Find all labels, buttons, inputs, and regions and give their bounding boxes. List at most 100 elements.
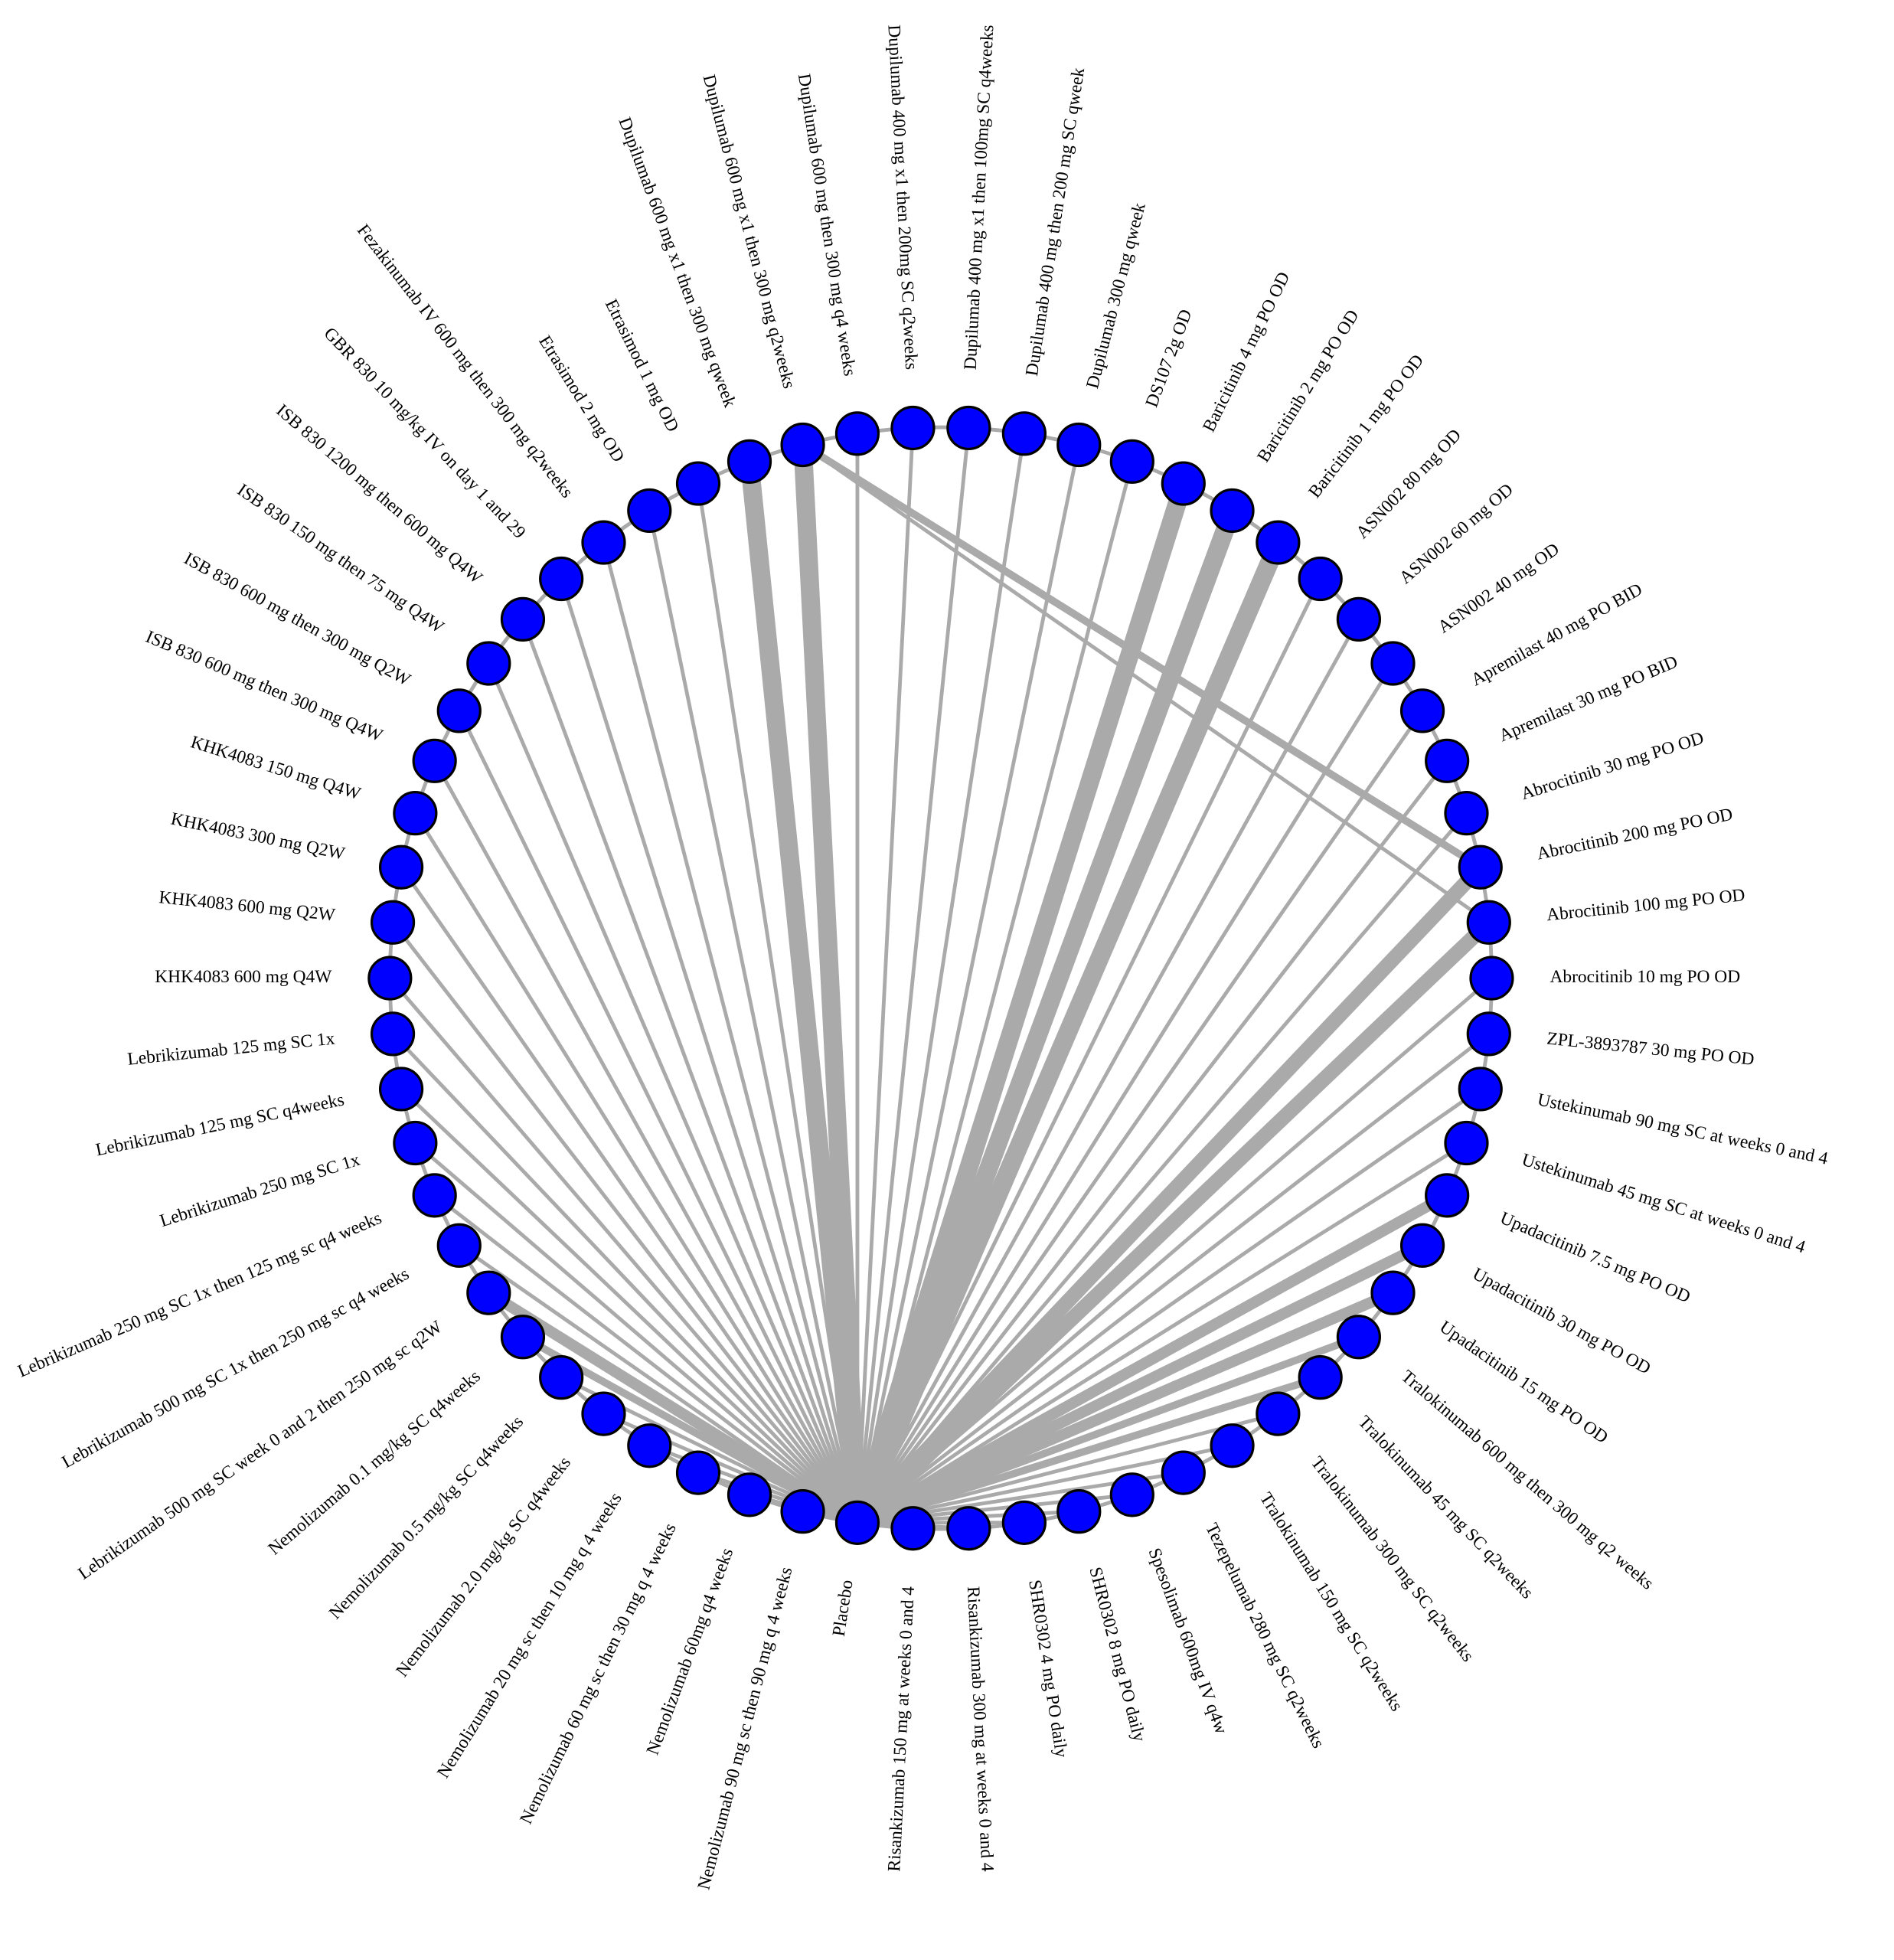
node [946, 1506, 991, 1551]
node [436, 1223, 482, 1268]
edge [855, 618, 1361, 1524]
edge [852, 916, 1494, 1528]
node-label: KHK4083 600 mg Q2W [158, 887, 336, 925]
edge [433, 1194, 859, 1524]
node-label: Lebrikizumab 250 mg SC 1x [158, 1150, 363, 1231]
node [627, 1423, 672, 1468]
node [1466, 1011, 1511, 1057]
edge [856, 1141, 1468, 1524]
node [1425, 1173, 1470, 1218]
edge [848, 538, 1287, 1527]
node [1425, 738, 1470, 783]
node [834, 411, 880, 456]
edge [856, 1374, 1322, 1527]
node [581, 1391, 626, 1436]
node-label: KHK4083 300 mg Q2W [169, 809, 347, 864]
node-label: ISB 830 1200 mg then 600 mg Q4W [273, 400, 487, 588]
edge [802, 443, 1491, 924]
node-label: Nemolizumab 60 mg sc then 30 mg q 4 week… [516, 1520, 681, 1827]
node-label: Tralokinumab 45 mg SC q2weeks [1354, 1412, 1537, 1602]
node [466, 641, 511, 686]
edge [851, 862, 1486, 1528]
node [1161, 1450, 1206, 1495]
node-label: Nemolizumab 0.1 mg/kg SC q4weeks [265, 1367, 485, 1560]
node [1336, 596, 1381, 642]
edge [856, 1087, 1482, 1524]
node-label: Dupilumab 400 mg x1 then 100mg SC q4week… [961, 24, 998, 371]
edge [391, 1032, 859, 1524]
node-label: Nemolizumab 60mg q4 weeks [643, 1546, 738, 1758]
node-label: Tralokinumab 300 mg SC q2weeks [1307, 1453, 1478, 1666]
edge [855, 427, 971, 1524]
node [1256, 520, 1301, 565]
node [834, 1500, 880, 1545]
node-label: ISB 830 150 mg then 75 mg Q4W [233, 480, 448, 638]
node [1001, 411, 1047, 456]
node [466, 1270, 511, 1315]
node [1109, 439, 1154, 484]
edge [855, 433, 1027, 1524]
node [378, 844, 424, 890]
edge [391, 921, 859, 1524]
node [1256, 1391, 1301, 1436]
edge [856, 1333, 1360, 1527]
node [436, 688, 482, 733]
edge [856, 760, 1449, 1524]
edge [457, 710, 860, 1524]
node-label: Dupilumab 400 mg x1 then 200mg SC q2week… [883, 24, 921, 371]
node-label: ASN002 40 mg OD [1435, 539, 1563, 637]
edge [388, 976, 859, 1524]
edges [388, 427, 1494, 1530]
node-label: Tralokinumab 600 mg then 300 mg q2 weeks [1397, 1367, 1657, 1594]
node [539, 1355, 584, 1400]
node [393, 1120, 438, 1166]
node [581, 520, 626, 565]
node-label: GBR 830 10 mg/kg IV on day 1 and 29 [320, 324, 530, 543]
edge [855, 709, 1425, 1524]
node [1370, 1270, 1416, 1315]
edge [855, 427, 915, 1523]
node-label: Ustekinumab 90 mg SC at weeks 0 and 4 [1536, 1089, 1830, 1168]
node-label: KHK4083 150 mg Q4W [188, 732, 364, 804]
node [393, 791, 438, 836]
node-label: Abrocitinib 10 mg PO OD [1549, 967, 1740, 987]
edge [855, 1287, 1396, 1528]
node-label: Abrocitinib 200 mg PO OD [1535, 805, 1734, 864]
edge [856, 976, 1494, 1524]
node [727, 439, 772, 484]
edge [647, 510, 860, 1524]
node-label: Spesolimab 600mg IV q4w [1145, 1546, 1232, 1737]
node-label: SHR0302 8 mg PO daily [1085, 1565, 1149, 1744]
edge [433, 760, 860, 1524]
node [370, 1011, 416, 1057]
node-label: Risankizumab 150 mg at weeks 0 and 4 [884, 1586, 919, 1872]
node [412, 738, 457, 783]
edge [413, 812, 860, 1524]
node-label: DS107 2g OD [1142, 307, 1197, 410]
node-label: Placebo [829, 1579, 857, 1638]
node [1399, 1223, 1445, 1268]
node [727, 1472, 772, 1517]
node-label: Lebrikizumab 250 mg SC 1x then 125 mg sc… [15, 1208, 384, 1382]
edge [458, 1243, 859, 1524]
node [780, 422, 825, 468]
edge [800, 441, 1483, 871]
node [1056, 422, 1102, 468]
node [500, 1315, 546, 1360]
node [627, 488, 672, 534]
node [539, 556, 584, 602]
labels: Dupilumab 400 mg x1 then 100mg SC q4week… [15, 24, 1830, 1892]
node-label: Nemolizumab 2.0 mg/kg SC q4weeks [392, 1453, 575, 1681]
node [675, 461, 721, 506]
node [675, 1450, 721, 1495]
edge [559, 578, 860, 1524]
nodes [367, 405, 1514, 1551]
node-label: Etrasimod 2 mg OD [534, 332, 628, 466]
node [1001, 1500, 1047, 1545]
node [890, 1506, 936, 1551]
node [1210, 1423, 1255, 1468]
node [1399, 688, 1445, 733]
node-label: SHR0302 4 mg PO daily [1024, 1579, 1071, 1759]
edge [400, 866, 859, 1524]
